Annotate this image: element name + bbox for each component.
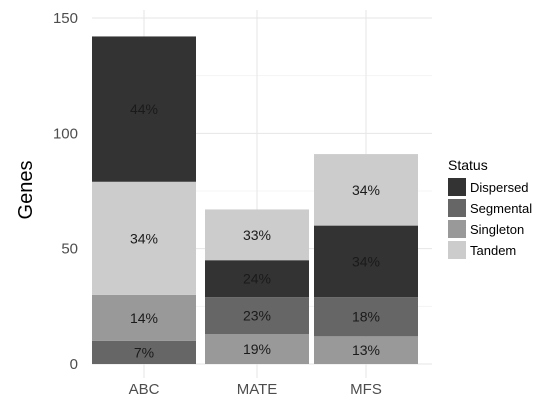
legend-label-tandem: Tandem <box>470 243 516 258</box>
legend-label-singleton: Singleton <box>470 222 524 237</box>
data-label: 34% <box>352 253 380 269</box>
legend-title: Status <box>448 157 488 173</box>
bar-segment-segmental <box>92 340 196 364</box>
bar-segment-segmental <box>205 297 309 335</box>
bar-segment-dispersed <box>205 260 309 298</box>
legend-swatch-segmental <box>448 199 466 217</box>
legend-swatch-dispersed <box>448 178 466 196</box>
bar-segment-singleton <box>205 334 309 364</box>
legend-label-segmental: Segmental <box>470 201 532 216</box>
data-label: 33% <box>243 227 271 243</box>
data-label: 44% <box>130 101 158 117</box>
data-label: 19% <box>243 341 271 357</box>
legend-swatch-singleton <box>448 220 466 238</box>
bar-segment-singleton <box>314 336 418 364</box>
data-label: 34% <box>130 230 158 246</box>
data-label: 14% <box>130 310 158 326</box>
data-label: 34% <box>352 182 380 198</box>
bar-segment-segmental <box>314 297 418 337</box>
y-tick-label: 100 <box>53 125 78 142</box>
bar-segment-singleton <box>92 294 196 341</box>
y-axis-title: Genes <box>15 161 37 220</box>
bar-segment-dispersed <box>314 225 418 298</box>
data-label: 7% <box>134 344 154 360</box>
x-tick-label: MFS <box>350 381 382 398</box>
bar-segment-tandem <box>314 154 418 226</box>
y-tick-label: 150 <box>53 10 78 27</box>
x-tick-label: ABC <box>129 381 160 398</box>
data-label: 23% <box>243 308 271 324</box>
legend-label-dispersed: Dispersed <box>470 180 529 195</box>
y-tick-label: 50 <box>61 241 78 258</box>
bar-segment-tandem <box>205 209 309 261</box>
data-label: 24% <box>243 271 271 287</box>
bar-segment-tandem <box>92 181 196 295</box>
y-tick-label: 0 <box>70 356 78 373</box>
legend-swatch-tandem <box>448 241 466 259</box>
x-tick-label: MATE <box>237 381 278 398</box>
data-label: 18% <box>352 309 380 325</box>
data-label: 13% <box>352 342 380 358</box>
bar-segment-dispersed <box>92 36 196 182</box>
